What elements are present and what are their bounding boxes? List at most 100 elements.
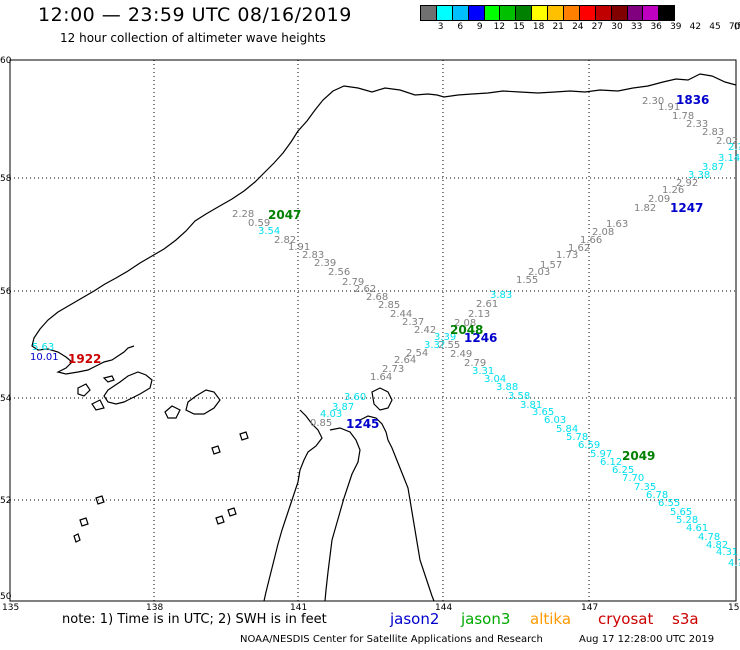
observation-value: 10.01 <box>30 352 59 363</box>
y-tick-label: 50 <box>0 592 12 602</box>
observation-value: 1.26 <box>662 185 684 196</box>
colorbar-label: 27 <box>591 22 604 32</box>
observation-value: 0.85 <box>310 418 332 429</box>
colorbar-label: 45 <box>709 22 721 32</box>
colorbar-label: 70 <box>728 22 740 32</box>
observation-value: 4.31 <box>716 547 738 558</box>
observation-value: 2.28 <box>232 209 254 220</box>
credit-text: NOAA/NESDIS Center for Satellite Applica… <box>240 634 543 645</box>
colorbar-label: 36 <box>650 22 662 32</box>
observation-value: 1.91 <box>288 242 310 253</box>
observation-value: 1.63 <box>606 219 628 230</box>
y-tick-label: 56 <box>0 287 12 297</box>
observation-value: 3.54 <box>258 226 280 237</box>
observation-value: 5.28 <box>676 515 698 526</box>
legend-jason2: jason2 <box>390 610 440 628</box>
note-text: note: 1) Time is in UTC; 2) SWH is in fe… <box>62 612 327 627</box>
observation-value: 3.65 <box>532 407 554 418</box>
x-tick-label: 144 <box>435 603 453 613</box>
observation-value: 1.64 <box>370 372 392 383</box>
track-time-label: 1922 <box>68 352 101 366</box>
observation-value: 6.55 <box>658 498 680 509</box>
wave-height-colorbar <box>420 5 676 21</box>
observation-value: 2.79 <box>464 358 486 369</box>
observation-value: 3.81 <box>520 400 542 411</box>
graticule <box>10 60 736 601</box>
colorbar-label: 3 <box>437 22 444 32</box>
observation-value: 4.82 <box>706 540 728 551</box>
observation-value: 3.87 <box>332 402 354 413</box>
colorbar-label: 39 <box>670 22 682 32</box>
legend-cryosat: cryosat <box>598 610 654 628</box>
observation-value: 4.03 <box>320 409 342 420</box>
observation-value: 1.57 <box>540 260 562 271</box>
observation-value: 2.68 <box>366 292 388 303</box>
observation-value: 2.03 <box>528 267 550 278</box>
observation-value: 3.60 <box>344 392 366 403</box>
observation-value: 6.12 <box>600 457 622 468</box>
colorbar-label: 42 <box>689 22 702 32</box>
track-time-label: 2049 <box>622 449 655 463</box>
observation-value: 6.78 <box>646 490 668 501</box>
y-tick-label: 60 <box>0 56 12 66</box>
timestamp-text: Aug 17 12:28:00 UTC 2019 <box>579 634 715 645</box>
track-time-label: 2048 <box>450 323 483 337</box>
observation-value: 5.97 <box>590 449 612 460</box>
observation-value: 3.39 <box>434 332 456 343</box>
observation-value: 2.83 <box>702 127 724 138</box>
observation-value: 2.92 <box>676 178 698 189</box>
colorbar-label: 6 <box>457 22 464 32</box>
observation-value: 5.63 <box>32 342 54 353</box>
track-time-label: 1247 <box>670 201 703 215</box>
observation-value: 6.03 <box>544 415 566 426</box>
observation-value: 2.49 <box>450 349 472 360</box>
observation-labels: 2.301.911.782.332.832.021.262.922.091.82… <box>30 96 740 569</box>
observation-value: 2.85 <box>378 300 400 311</box>
observation-value: 2.83 <box>302 250 324 261</box>
observation-value: 2.54 <box>406 348 428 359</box>
observation-value: 1.66 <box>580 235 602 246</box>
observation-value: 2.02 <box>716 136 738 147</box>
x-tick-label: 150 <box>728 603 740 613</box>
observation-value: 7.35 <box>634 482 656 493</box>
observation-value: 3.3? <box>424 340 445 351</box>
colorbar-label: 15 <box>513 22 525 32</box>
observation-value: 2.56 <box>328 267 350 278</box>
observation-value: 3.14 <box>718 153 740 164</box>
colorbar-label: 21 <box>552 22 564 32</box>
observation-value: 4.61 <box>686 523 708 534</box>
colorbar-label: 12 <box>493 22 506 32</box>
observation-value: 3.58 <box>508 391 530 402</box>
colorbar-label: 30 <box>611 22 623 32</box>
observation-value: 2.79 <box>342 277 364 288</box>
observation-value: 4.? <box>728 558 740 569</box>
observation-value: 6.25 <box>612 465 634 476</box>
x-tick-label: 141 <box>290 603 308 613</box>
observation-value: 2.13 <box>468 309 490 320</box>
observation-value: 3.88 <box>496 382 518 393</box>
observation-value: 3.31 <box>472 366 494 377</box>
colorbar-swatch <box>658 5 676 21</box>
colorbar-label: 9 <box>476 22 483 32</box>
observation-value: 2.30 <box>642 96 664 107</box>
colorbar-label: 18 <box>532 22 545 32</box>
observation-value: 2.09 <box>648 194 670 205</box>
observation-value: 2.44 <box>390 309 412 320</box>
legend-jason3: jason3 <box>461 610 511 628</box>
map-subtitle: 12 hour collection of altimeter wave hei… <box>60 31 326 45</box>
map-title: 12:00 — 23:59 UTC 08/16/2019 <box>38 4 352 26</box>
colorbar-label: (ft) <box>733 22 740 32</box>
observation-value: 2.82 <box>274 235 296 246</box>
observation-value: 2.61 <box>476 299 498 310</box>
coastline <box>31 73 737 602</box>
track-time-label: 1245 <box>346 417 379 431</box>
observation-value: 2.39 <box>314 258 336 269</box>
observation-value: 4.78 <box>698 532 720 543</box>
observation-value: 1.73 <box>556 250 578 261</box>
observation-value: 5.65 <box>670 507 692 518</box>
observation-value: 5.84 <box>556 424 578 435</box>
observation-value: 2.08 <box>454 318 476 329</box>
observation-value: 2.55 <box>438 340 460 351</box>
observation-value: 1.55 <box>516 275 538 286</box>
x-tick-label: 138 <box>146 603 164 613</box>
